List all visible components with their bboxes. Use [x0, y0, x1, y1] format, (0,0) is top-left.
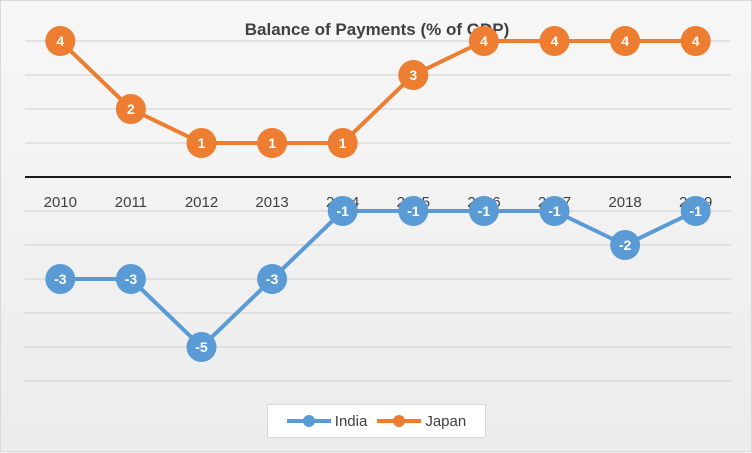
- data-point-japan: [539, 26, 570, 56]
- legend: India Japan: [267, 404, 486, 438]
- data-point-japan: [680, 26, 711, 56]
- data-point-japan: [257, 128, 288, 158]
- data-point-india: [257, 264, 288, 294]
- data-label-india: -1: [689, 203, 702, 219]
- data-point-india: [115, 264, 146, 294]
- legend-swatch-japan: [377, 415, 422, 427]
- data-label-japan: 4: [480, 33, 488, 49]
- data-point-japan: [45, 26, 76, 56]
- data-point-india: [45, 264, 76, 294]
- legend-item-japan: Japan: [377, 413, 466, 430]
- legend-item-india: India: [286, 412, 368, 430]
- legend-label-japan: Japan: [425, 412, 467, 430]
- x-tick-label: 2018: [608, 194, 641, 211]
- data-point-japan: [327, 128, 358, 158]
- data-point-japan: [186, 128, 217, 158]
- x-tick-label: 2013: [255, 194, 288, 211]
- data-point-japan: [468, 26, 499, 56]
- data-label-india: -3: [125, 271, 138, 287]
- x-tick-label: 2011: [115, 194, 147, 211]
- data-point-japan: [115, 94, 146, 124]
- data-point-india: [680, 196, 711, 226]
- data-label-japan: 4: [621, 33, 629, 49]
- legend-label-india: India: [334, 412, 368, 430]
- data-label-india: -3: [266, 271, 279, 287]
- data-label-japan: 4: [692, 33, 700, 49]
- x-tick-label: 2012: [185, 194, 218, 211]
- data-point-japan: [610, 26, 641, 56]
- data-label-japan: 1: [268, 135, 276, 151]
- data-label-india: -1: [407, 203, 420, 219]
- data-label-japan: 4: [551, 33, 559, 49]
- data-point-india: [327, 196, 358, 226]
- chart-title: Balance of Payments (% of GDP): [244, 20, 510, 39]
- data-label-japan: 1: [198, 135, 206, 151]
- data-point-india: [468, 196, 499, 226]
- legend-swatch-india: [286, 415, 331, 427]
- x-tick-label: 2010: [44, 194, 77, 211]
- data-label-india: -2: [619, 237, 632, 253]
- data-point-india: [186, 332, 217, 362]
- data-label-japan: 2: [127, 101, 135, 117]
- data-label-india: -3: [54, 271, 67, 287]
- data-label-india: -1: [336, 203, 349, 219]
- series-line-japan: [58, 39, 698, 145]
- data-label-japan: 4: [56, 33, 64, 49]
- data-point-india: [610, 230, 641, 260]
- data-label-japan: 1: [339, 135, 347, 151]
- data-label-japan: 3: [409, 67, 417, 83]
- data-point-india: [398, 196, 429, 226]
- data-point-india: [539, 196, 570, 226]
- data-point-japan: [398, 60, 429, 90]
- data-label-india: -1: [478, 203, 491, 219]
- series-line-india: [58, 209, 698, 349]
- data-label-india: -5: [195, 339, 208, 355]
- data-label-india: -1: [548, 203, 561, 219]
